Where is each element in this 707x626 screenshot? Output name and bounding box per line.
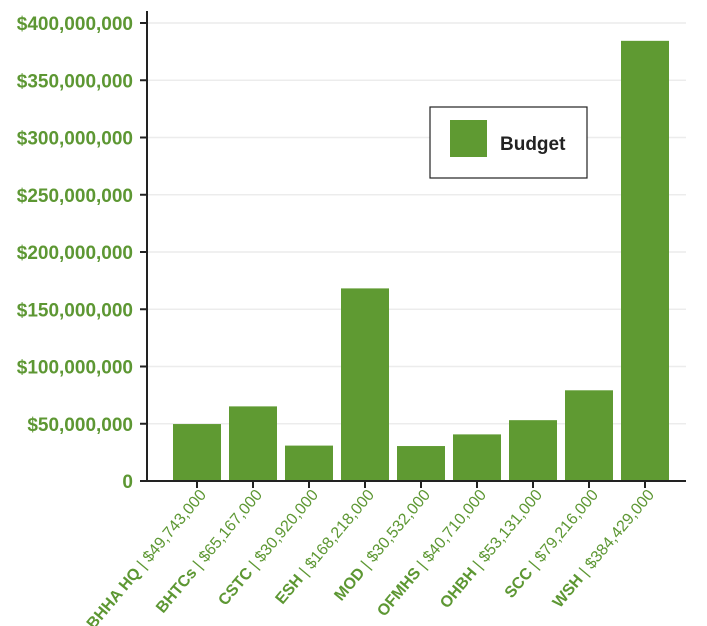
y-tick-label: $200,000,000 — [17, 243, 133, 264]
category-name: OHBH — [437, 565, 480, 612]
axes — [140, 11, 686, 488]
gridlines — [147, 22, 686, 425]
y-tick-label: $50,000,000 — [27, 415, 133, 436]
bar-scc — [565, 390, 613, 481]
x-tick-label: BHHA HQ | $49,743,000 — [84, 487, 210, 626]
bar-bhha-hq — [173, 424, 221, 481]
y-tick-label: $400,000,000 — [17, 14, 133, 35]
category-name: BHHA HQ — [84, 565, 145, 626]
legend-label: Budget — [500, 134, 566, 155]
x-tick-label: MOD | $30,532,000 — [331, 487, 434, 605]
y-tick-label: $250,000,000 — [17, 186, 133, 207]
x-tick-label: OFMHS | $40,710,000 — [374, 487, 490, 620]
bar-esh — [341, 288, 389, 481]
y-tick-label: 0 — [122, 472, 133, 493]
bars — [173, 40, 669, 481]
bar-ofmhs — [453, 434, 501, 481]
bar-cstc — [285, 445, 333, 481]
legend-swatch — [450, 120, 487, 157]
y-tick-label: $300,000,000 — [17, 129, 133, 150]
x-tick-label: ESH | $168,218,000 — [273, 487, 379, 608]
bar-wsh — [621, 40, 669, 481]
x-tick-label: CSTC | $30,920,000 — [215, 487, 322, 610]
x-tick-label: BHTCs | $65,167,000 — [153, 487, 266, 617]
legend: Budget — [429, 106, 588, 179]
y-tick-labels: 0 $50,000,000 $100,000,000 $150,000,000 $200… — [17, 14, 133, 493]
y-tick-label: $350,000,000 — [17, 71, 133, 92]
category-name: BHTCs — [153, 565, 200, 617]
x-tick-label: WSH | $384,429,000 — [550, 487, 658, 612]
y-tick-label: $150,000,000 — [17, 300, 133, 321]
x-tick-label: OHBH | $53,131,000 — [437, 487, 546, 612]
category-name: OFMHS — [374, 565, 424, 620]
x-tick-label: SCC | $79,216,000 — [502, 487, 602, 602]
bar-mod — [397, 446, 445, 481]
bar-bhtcs — [229, 406, 277, 481]
y-tick-label: $100,000,000 — [17, 358, 133, 379]
bar-ohbh — [509, 420, 557, 481]
